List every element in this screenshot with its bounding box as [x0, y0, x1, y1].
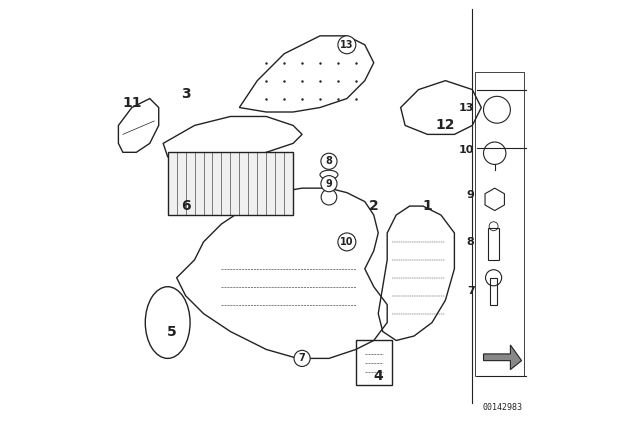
Text: 13: 13	[459, 103, 475, 112]
Text: 8: 8	[326, 156, 332, 166]
Text: 12: 12	[436, 118, 455, 133]
Circle shape	[338, 233, 356, 251]
Text: 9: 9	[467, 190, 475, 200]
Text: 5: 5	[167, 324, 177, 339]
Bar	[475, 72, 524, 376]
Text: 2: 2	[369, 199, 379, 213]
Text: 10: 10	[459, 145, 475, 155]
Text: 00142983: 00142983	[483, 403, 522, 412]
Bar	[356, 340, 392, 385]
Text: 1: 1	[422, 199, 433, 213]
Text: 10: 10	[340, 237, 354, 247]
Bar	[490, 278, 497, 305]
Text: 7: 7	[467, 286, 475, 296]
Circle shape	[321, 176, 337, 192]
Bar	[488, 228, 499, 260]
Circle shape	[338, 36, 356, 54]
Circle shape	[294, 350, 310, 366]
Text: 4: 4	[373, 369, 383, 383]
Text: 13: 13	[340, 40, 354, 50]
Text: 6: 6	[180, 199, 191, 213]
Text: 3: 3	[180, 87, 191, 101]
Text: 7: 7	[299, 353, 305, 363]
Text: 8: 8	[467, 237, 475, 247]
Circle shape	[321, 153, 337, 169]
Text: 9: 9	[326, 179, 332, 189]
Text: 11: 11	[122, 96, 141, 110]
Bar	[168, 152, 293, 215]
Polygon shape	[484, 345, 522, 370]
